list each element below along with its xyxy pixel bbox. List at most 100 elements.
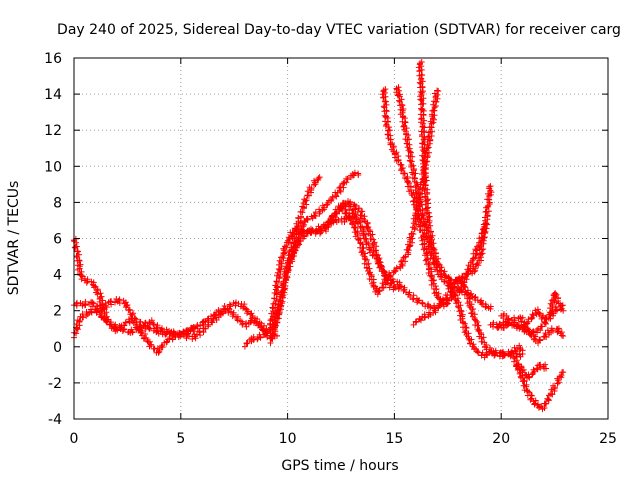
data-point-markers	[516, 342, 524, 353]
data-point-markers	[217, 306, 229, 318]
data-point-markers	[387, 136, 397, 155]
data-point-markers	[248, 333, 261, 343]
y-tick-label: -2	[48, 376, 62, 392]
data-point-markers	[460, 319, 472, 342]
data-point-markers	[154, 339, 170, 356]
data-point-markers	[349, 206, 363, 227]
y-tick-label: 14	[44, 87, 62, 103]
x-tick-label: 25	[599, 431, 617, 447]
data-point-marker	[190, 323, 197, 330]
x-tick-label: 10	[279, 431, 297, 447]
data-point-markers	[191, 328, 204, 342]
data-point-markers	[357, 219, 373, 251]
data-point-markers	[323, 212, 337, 235]
data-series	[71, 59, 567, 413]
chart-title: Day 240 of 2025, Sidereal Day-to-day VTE…	[57, 22, 621, 38]
data-point-markers	[444, 280, 461, 307]
data-point-markers	[336, 179, 348, 195]
data-point-markers	[338, 203, 354, 224]
data-point-markers	[416, 75, 427, 112]
data-point-markers	[363, 219, 377, 243]
data-point-markers	[90, 279, 104, 298]
data-point-markers	[540, 361, 549, 372]
data-point-markers	[541, 327, 553, 340]
data-point-markers	[275, 276, 290, 313]
x-axis-title: GPS time / hours	[281, 458, 398, 474]
data-point-markers	[537, 403, 546, 413]
series-trace-19	[513, 361, 550, 381]
data-point-markers	[82, 276, 96, 288]
data-point-markers	[122, 299, 137, 322]
data-point-markers	[403, 226, 418, 258]
x-tick-label: 15	[385, 431, 403, 447]
data-point-markers	[426, 101, 439, 135]
data-point-markers	[516, 350, 524, 360]
data-point-markers	[242, 317, 255, 330]
y-tick-label: 10	[44, 159, 62, 175]
data-point-marker	[273, 332, 280, 339]
data-point-markers	[240, 301, 255, 318]
data-point-markers	[271, 269, 284, 307]
y-tick-label: 12	[44, 123, 62, 139]
x-tick-label: 5	[176, 431, 185, 447]
data-point-markers	[475, 230, 488, 264]
data-point-markers	[453, 274, 463, 283]
data-point-markers	[399, 113, 411, 143]
data-point-markers	[351, 201, 363, 215]
data-point-markers	[208, 312, 222, 326]
data-point-markers	[498, 348, 512, 359]
series-trace-12	[415, 59, 495, 287]
data-point-markers	[557, 302, 566, 313]
data-point-markers	[77, 309, 91, 321]
data-point-markers	[524, 387, 535, 403]
data-point-marker	[555, 300, 562, 307]
data-point-markers	[419, 309, 434, 321]
data-point-markers	[534, 361, 544, 371]
data-point-markers	[467, 239, 483, 268]
data-point-markers	[430, 88, 442, 105]
y-tick-label: 4	[53, 268, 62, 284]
data-point-markers	[529, 365, 541, 378]
data-point-markers	[157, 325, 170, 336]
data-point-marker	[487, 305, 494, 312]
data-point-markers	[306, 225, 321, 237]
axis-ticks: 0 5 10 15 20 25 -4 -2 0 2 4 6 8 10 12 14 16	[44, 51, 617, 447]
data-point-markers	[290, 214, 304, 242]
data-point-markers	[551, 290, 562, 306]
data-point-markers	[311, 175, 322, 188]
series-trace-2	[71, 235, 197, 356]
data-point-markers	[73, 248, 85, 277]
series-trace-11	[393, 84, 494, 312]
data-point-markers	[420, 221, 432, 245]
data-point-markers	[398, 162, 411, 182]
data-point-marker	[316, 174, 323, 181]
data-point-markers	[357, 239, 370, 267]
data-point-markers	[410, 315, 424, 328]
data-point-markers	[380, 98, 390, 119]
data-point-markers	[480, 199, 493, 237]
data-point-marker	[355, 170, 362, 177]
y-tick-label: 0	[53, 340, 62, 356]
data-point-markers	[140, 319, 154, 329]
data-point-marker	[543, 365, 550, 372]
data-point-markers	[131, 315, 144, 329]
data-point-markers	[275, 250, 287, 273]
x-tick-label: 0	[70, 431, 79, 447]
series-trace-5	[267, 174, 323, 346]
data-point-markers	[484, 183, 495, 207]
data-point-markers	[473, 346, 486, 359]
series-trace-14	[444, 280, 526, 361]
data-point-marker	[560, 332, 567, 339]
y-tick-label: 2	[53, 304, 62, 320]
y-tick-label: 16	[44, 51, 62, 67]
data-point-markers	[541, 392, 552, 411]
data-point-markers	[310, 206, 324, 219]
data-point-markers	[328, 189, 341, 204]
data-point-markers	[419, 136, 429, 173]
data-point-markers	[427, 272, 439, 292]
data-point-marker	[487, 183, 494, 190]
data-point-markers	[174, 330, 187, 340]
data-point-marker	[434, 87, 441, 94]
data-point-markers	[97, 300, 110, 315]
